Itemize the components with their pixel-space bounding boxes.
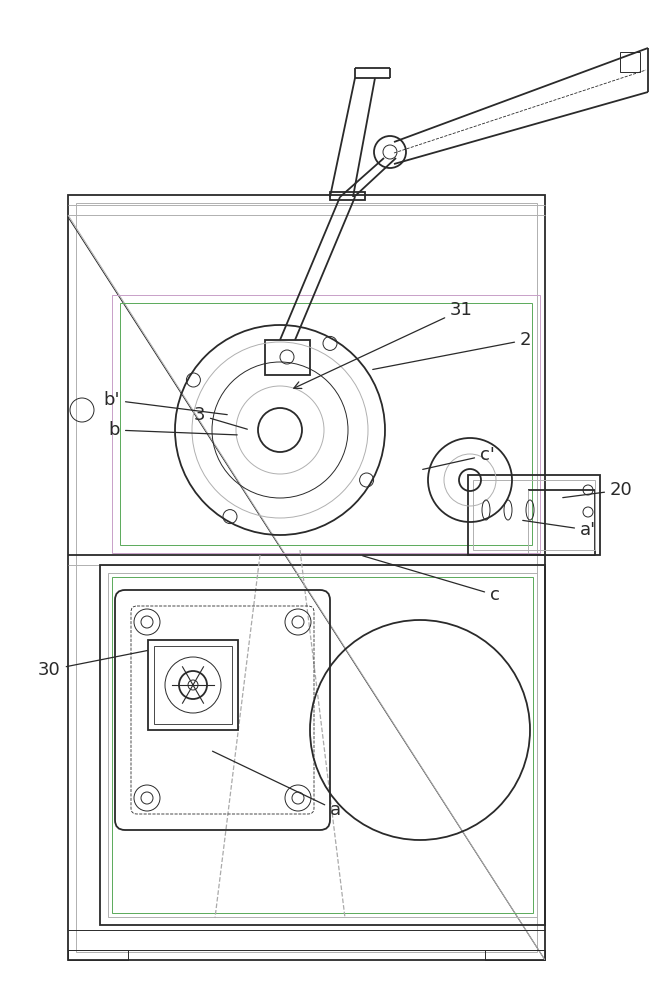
Text: b: b [109,421,237,439]
Bar [112,577,533,913]
Bar [485,950,545,960]
Text: a: a [212,751,341,819]
Bar [100,565,545,925]
Bar [468,475,600,555]
Bar [68,195,545,960]
Text: 2: 2 [373,331,531,369]
Bar [120,303,532,545]
Text: c: c [363,556,500,604]
Text: 20: 20 [562,481,633,499]
Bar [154,646,232,724]
Bar [148,640,238,730]
Text: 31: 31 [294,301,473,388]
Text: c': c' [422,446,495,469]
Bar [620,52,640,72]
Text: 3: 3 [193,406,247,429]
Text: a': a' [523,520,596,539]
Bar [112,295,540,553]
Bar [76,203,537,952]
Bar [108,573,537,917]
Text: 30: 30 [38,651,147,679]
Bar [330,192,365,200]
Bar [68,950,128,960]
Text: b': b' [104,391,227,415]
Bar [265,340,310,375]
Bar [473,480,595,550]
